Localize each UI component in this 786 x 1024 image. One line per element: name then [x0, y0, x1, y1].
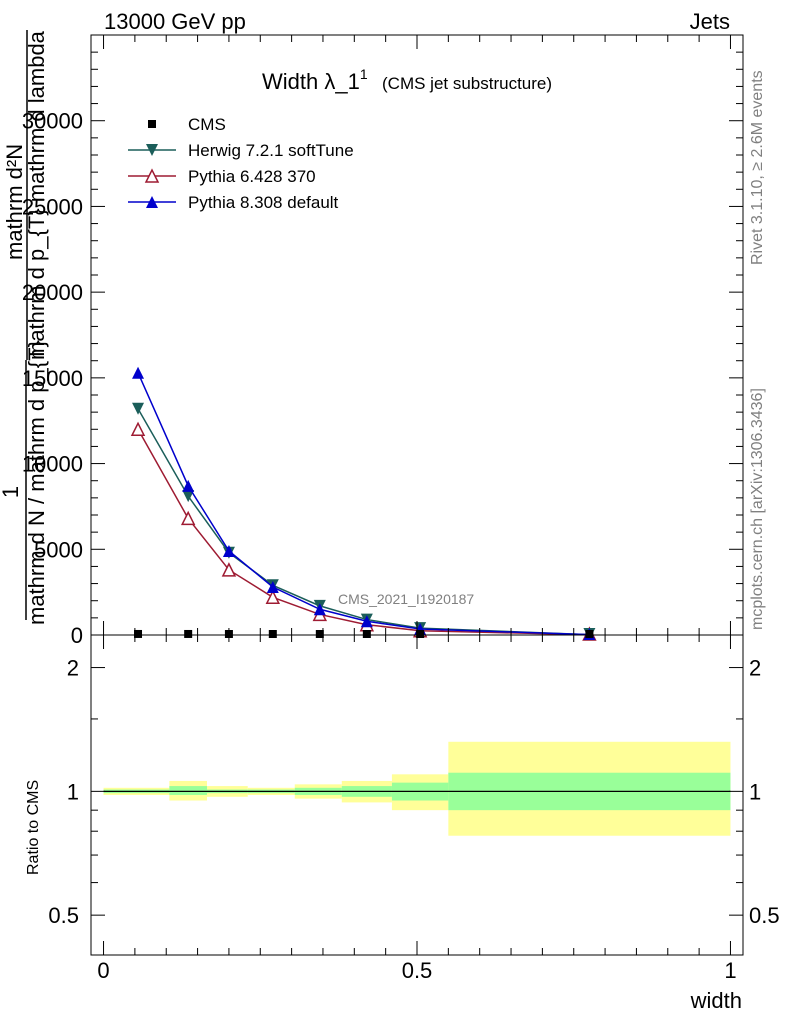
series-point: [182, 490, 195, 503]
legend-marker: [144, 168, 160, 183]
main-ytick-label: 30000: [22, 109, 83, 134]
main-ytick-label: 0: [71, 623, 83, 648]
ratio-band-inner: [169, 786, 207, 795]
series-pythia-6-428-370: [130, 421, 597, 641]
series-line: [137, 372, 590, 636]
ratio-ytick-label: 2: [67, 656, 79, 681]
series-point: [360, 615, 373, 628]
ratio-xtick-label: 1: [724, 958, 736, 983]
ratio-xtick-label: 0.5: [402, 958, 433, 983]
main-ylabel: 1 mathrm d N / mathrm d p_{T} mathrm d²N…: [0, 30, 49, 625]
watermark: CMS_2021_I1920187: [338, 591, 474, 607]
series-point: [132, 402, 145, 415]
ratio-ytick-label-right: 0.5: [749, 903, 780, 928]
side-bottom-label: mcplots.cern.ch [arXiv:1306.3436]: [749, 388, 766, 630]
ratio-panel: 0.5 0.5 1 1 2 2 0 0.5 1 Ratio to CMS width: [25, 634, 780, 1013]
legend-item: CMS: [148, 115, 226, 134]
series-point: [266, 581, 279, 593]
ratio-ylabel: Ratio to CMS: [25, 780, 42, 875]
main-title-sup: 1: [360, 66, 368, 82]
series-point: [416, 630, 425, 638]
ylabel-denominator: mathrm d p_{T} mathrm d lambda: [24, 30, 49, 360]
series-point: [315, 630, 324, 638]
series-point: [362, 630, 371, 638]
series-point: [221, 562, 237, 577]
header-right: Jets: [690, 9, 730, 34]
series-point: [132, 366, 145, 379]
legend: CMS Herwig 7.2.1 softTune Pythia 6.428 370…: [128, 115, 354, 212]
series-point: [222, 545, 235, 557]
main-panel: 0 5000 10000 15000 20000 25000 30000 Width λ_1…: [0, 30, 744, 648]
legend-item: Pythia 8.308 default: [128, 193, 339, 212]
ratio-ytick-label-right: 2: [749, 656, 761, 681]
legend-label: Pythia 6.428 370: [188, 167, 316, 186]
legend-item: Herwig 7.2.1 softTune: [128, 141, 354, 160]
main-ytick-label: 10000: [22, 452, 83, 477]
ratio-ytick-label-right: 1: [749, 779, 761, 804]
series-point: [268, 630, 277, 638]
main-title: Width λ_11: [262, 66, 368, 94]
header-left: 13000 GeV pp: [104, 9, 246, 34]
series-point: [180, 510, 196, 526]
series-line: [137, 428, 590, 636]
ratio-ytick-label: 1: [67, 779, 79, 804]
main-ytick-label: 25000: [22, 194, 83, 219]
series-point: [134, 629, 143, 638]
ratio-ytick-label: 0.5: [48, 903, 79, 928]
series-point: [130, 421, 146, 437]
main-ytick-label: 15000: [22, 366, 83, 391]
side-top-label: Rivet 3.1.10, ≥ 2.6M events: [749, 70, 766, 265]
main-subtitle: (CMS jet substructure): [382, 74, 552, 93]
legend-label: Herwig 7.2.1 softTune: [188, 141, 354, 160]
legend-item: Pythia 6.428 370: [128, 167, 316, 186]
legend-marker: [146, 196, 158, 208]
series-cms: [134, 629, 594, 638]
series-point: [265, 589, 281, 605]
ylabel-numerator: mathrm d²N: [2, 144, 27, 260]
ylabel-prefix-numerator: 1: [0, 486, 23, 498]
series-point: [313, 603, 326, 616]
ratio-xlabel: width: [690, 988, 742, 1013]
main-title-text: Width λ_1: [262, 69, 360, 94]
main-ytick-label: 20000: [22, 280, 83, 305]
series-point: [184, 629, 193, 638]
ylabel-prefix-denominator: mathrm d N / mathrm d p_{T}: [24, 340, 49, 625]
legend-marker: [148, 120, 156, 128]
ratio-bands: [103, 741, 731, 836]
legend-label: Pythia 8.308 default: [188, 193, 339, 212]
series-line: [137, 408, 590, 636]
legend-label: CMS: [188, 115, 226, 134]
series-point: [182, 479, 195, 492]
series-point: [585, 630, 594, 638]
ratio-xtick-label: 0: [97, 958, 109, 983]
main-ytick-label: 5000: [34, 537, 83, 562]
legend-marker: [146, 144, 158, 156]
